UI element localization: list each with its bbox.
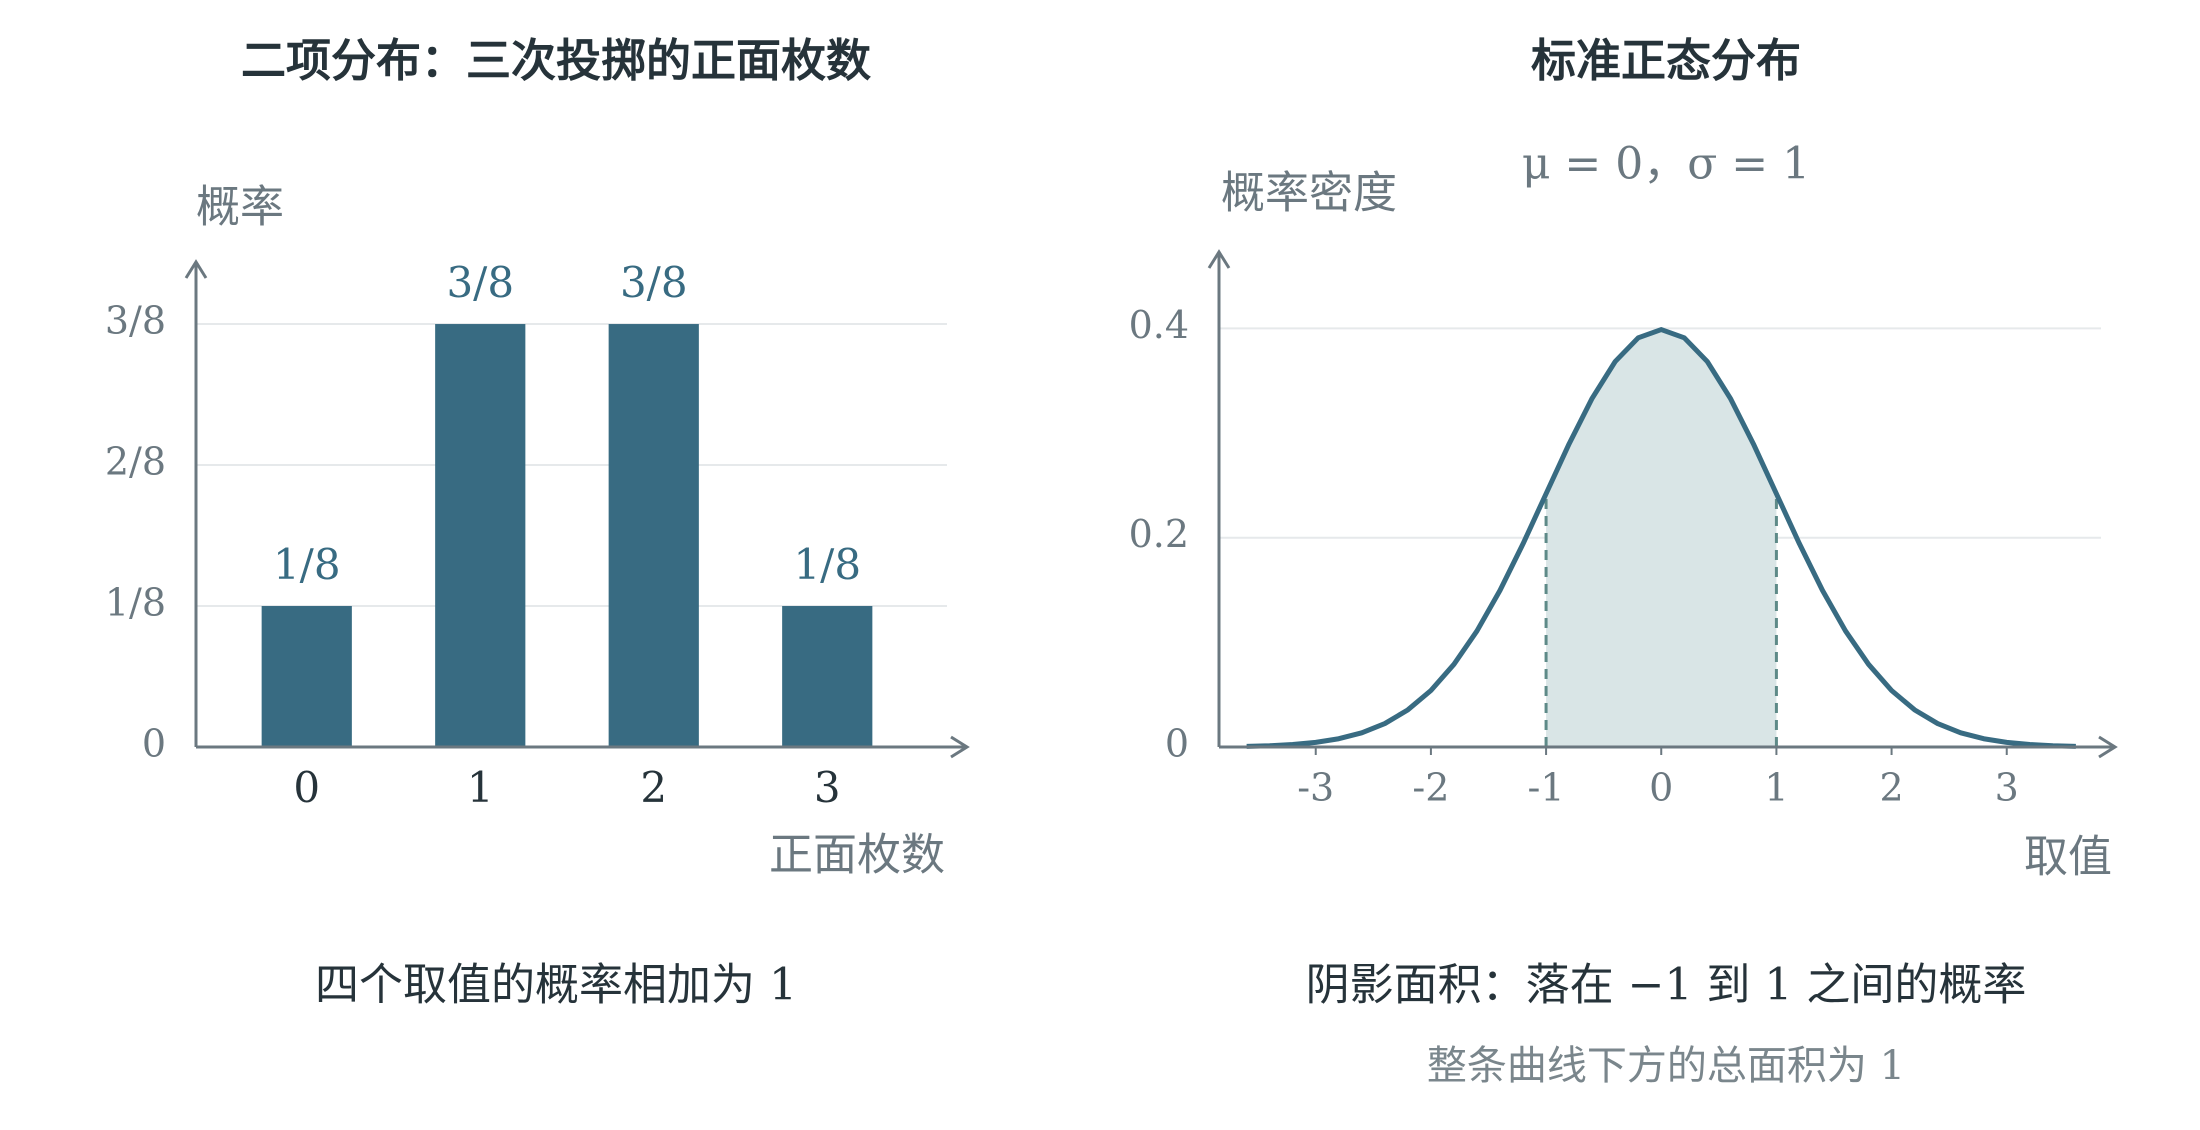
x-tick-label: 2 xyxy=(1879,766,1903,810)
y-tick-label: 0.2 xyxy=(1129,512,1189,556)
x-tick-label: -3 xyxy=(1297,766,1334,810)
value-label: 1/8 xyxy=(273,540,341,589)
bar xyxy=(608,324,699,747)
bar xyxy=(435,324,526,747)
x-tick-label: 2 xyxy=(640,763,667,812)
x-arrow xyxy=(950,735,970,759)
value-label: 1/8 xyxy=(793,540,861,589)
shaded-area xyxy=(1546,329,1777,747)
value-label: 3/8 xyxy=(446,258,514,307)
caption: 四个取值的概率相加为 1 xyxy=(315,960,797,1011)
x-arrow xyxy=(2098,735,2118,759)
x-tick-label: -2 xyxy=(1412,766,1449,810)
x-tick-label: 1 xyxy=(467,763,494,812)
y-axis-label: 概率密度 xyxy=(1221,168,1397,219)
y-tick-label: 3/8 xyxy=(105,299,166,343)
bar xyxy=(261,606,352,747)
y-tick-label: 0 xyxy=(1165,722,1189,766)
y-arrow xyxy=(1207,249,1231,269)
x-tick-label: 3 xyxy=(1995,766,2019,810)
x-tick-label: 0 xyxy=(1649,766,1673,810)
x-axis-label: 正面枚数 xyxy=(769,830,945,881)
chart-title: 二项分布：三次投掷的正面枚数 xyxy=(241,34,871,87)
bar xyxy=(782,606,873,747)
y-tick-label: 1/8 xyxy=(105,581,166,625)
y-arrow xyxy=(184,259,208,279)
chart-subtitle: μ = 0，σ = 1 xyxy=(1522,139,1810,190)
density-curve xyxy=(1246,327,2076,749)
note: 整条曲线下方的总面积为 1 xyxy=(1427,1043,1905,1089)
y-tick-label: 2/8 xyxy=(105,440,166,484)
x-tick-label: -1 xyxy=(1528,766,1565,810)
x-tick-label: 3 xyxy=(814,763,841,812)
x-tick-label: 1 xyxy=(1764,766,1788,810)
value-label: 3/8 xyxy=(620,258,688,307)
y-tick-label: 0 xyxy=(142,722,166,766)
x-tick-label: 0 xyxy=(293,763,320,812)
chart-title: 标准正态分布 xyxy=(1531,34,1801,87)
x-axis-label: 取值 xyxy=(2024,832,2112,883)
y-axis-label: 概率 xyxy=(196,182,284,233)
y-tick-label: 0.4 xyxy=(1129,303,1189,347)
caption: 阴影面积：落在 −1 到 1 之间的概率 xyxy=(1306,960,2027,1011)
